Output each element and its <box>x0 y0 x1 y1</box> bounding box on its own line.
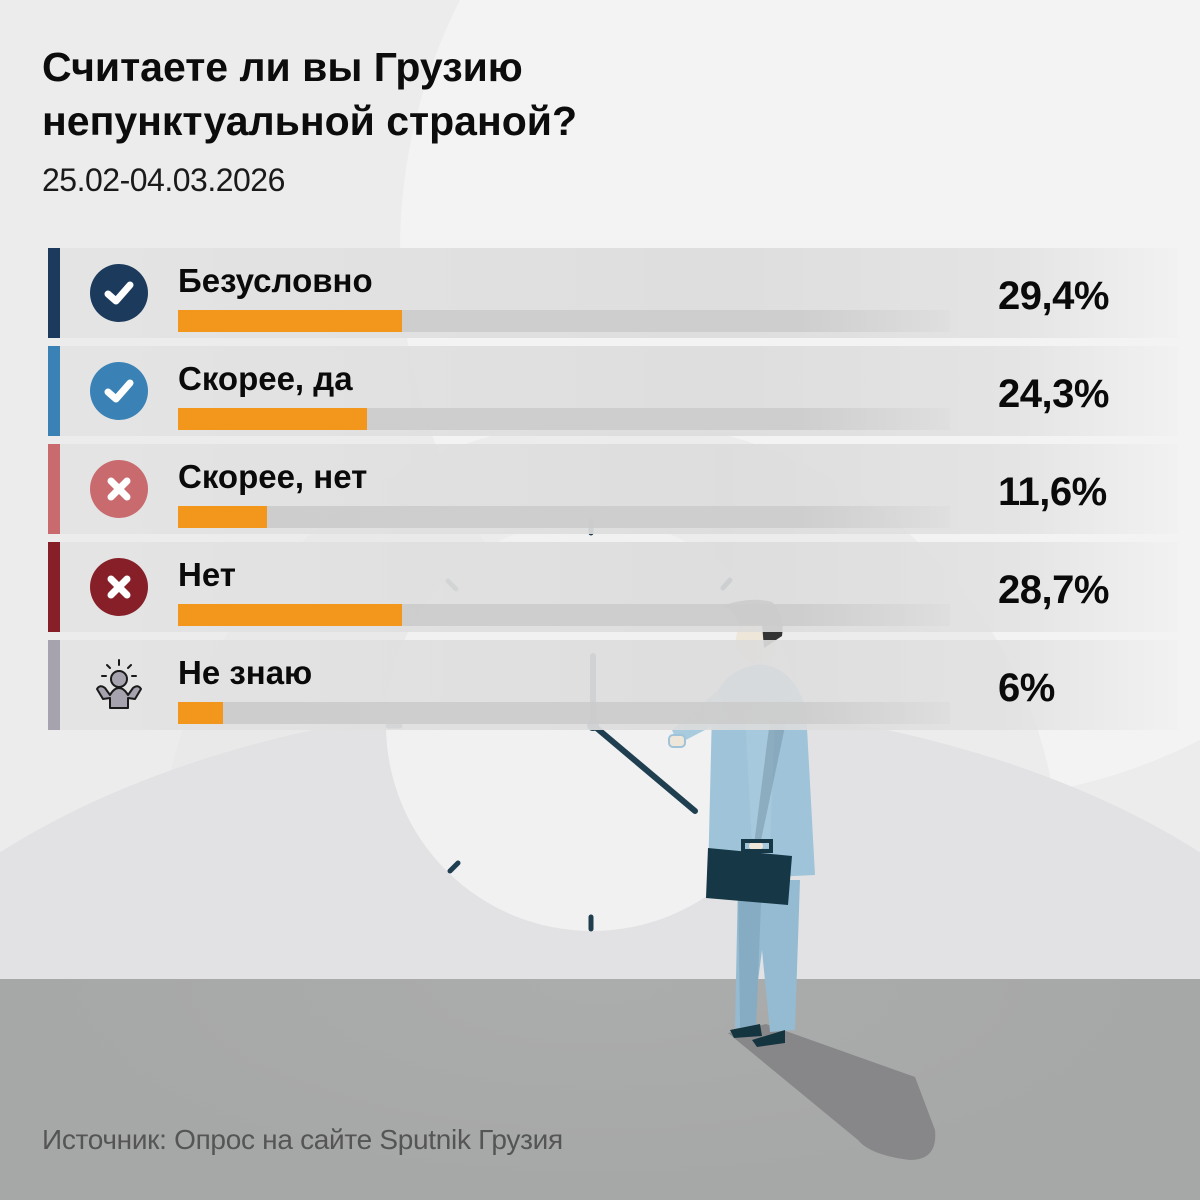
row-accent-bar <box>48 444 60 534</box>
result-row-no: Нет 28,7% <box>48 542 1178 632</box>
shrug-person-icon <box>90 656 148 714</box>
row-accent-bar <box>48 248 60 338</box>
man-shadow <box>728 1024 936 1160</box>
source-note: Источник: Опрос на сайте Sputnik Грузия <box>42 1124 563 1155</box>
bar-fill <box>178 310 402 332</box>
bar-track <box>178 604 950 626</box>
bar-fill <box>178 506 267 528</box>
row-accent-bar <box>48 640 60 730</box>
date-range: 25.02-04.03.2026 <box>42 162 285 198</box>
row-label: Не знаю <box>178 654 313 691</box>
row-value: 6% <box>998 666 1055 710</box>
row-label: Безусловно <box>178 262 373 299</box>
row-accent-bar <box>48 346 60 436</box>
x-circle-icon <box>90 460 148 518</box>
check-circle-icon <box>90 362 148 420</box>
poll-results: Безусловно 29,4% Скорее, да 24,3% Скорее… <box>48 248 1178 738</box>
x-circle-icon <box>90 558 148 616</box>
row-value: 28,7% <box>998 568 1109 612</box>
row-label: Скорее, да <box>178 360 353 397</box>
bar-track <box>178 506 950 528</box>
man-shoe <box>752 1030 785 1047</box>
man-shoe <box>730 1024 762 1038</box>
page-title: Считаете ли вы Грузию непунктуальной стр… <box>42 44 578 144</box>
result-row-absolutely: Безусловно 29,4% <box>48 248 1178 338</box>
bar-fill <box>178 702 223 724</box>
result-row-dont-know: Не знаю 6% <box>48 640 1178 730</box>
row-value: 24,3% <box>998 372 1109 416</box>
bar-track <box>178 702 950 724</box>
bar-fill <box>178 604 402 626</box>
row-accent-bar <box>48 542 60 632</box>
wristwatch <box>668 734 686 748</box>
check-circle-icon <box>90 264 148 322</box>
row-value: 29,4% <box>998 274 1109 318</box>
floor-shade <box>0 979 1200 1200</box>
result-row-rather-no: Скорее, нет 11,6% <box>48 444 1178 534</box>
bar-fill <box>178 408 367 430</box>
bar-track <box>178 310 950 332</box>
header: Считаете ли вы Грузию непунктуальной стр… <box>42 40 762 199</box>
briefcase-handle <box>741 839 773 853</box>
briefcase <box>706 848 792 905</box>
bar-track <box>178 408 950 430</box>
row-value: 11,6% <box>998 470 1107 514</box>
row-label: Нет <box>178 556 236 593</box>
floor <box>0 979 1200 1200</box>
result-row-rather-yes: Скорее, да 24,3% <box>48 346 1178 436</box>
row-label: Скорее, нет <box>178 458 368 495</box>
